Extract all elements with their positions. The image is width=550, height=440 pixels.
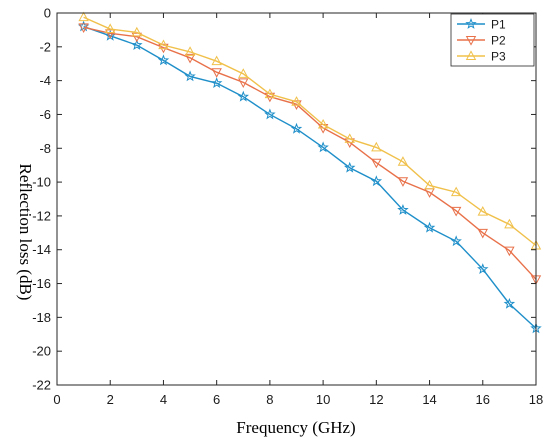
y-tick-label: -22 <box>32 378 51 393</box>
data-point <box>238 78 249 88</box>
x-tick-label: 12 <box>369 392 383 407</box>
x-tick-label: 4 <box>160 392 167 407</box>
y-tick-label: -16 <box>32 276 51 291</box>
y-tick-label: -14 <box>32 242 51 257</box>
data-point <box>184 53 196 64</box>
x-axis-label: Frequency (GHz) <box>236 418 355 437</box>
legend-item-p3: P3 <box>457 50 506 64</box>
legend-label: P1 <box>491 18 506 32</box>
data-point <box>370 175 383 187</box>
data-point <box>317 118 329 129</box>
legend-marker <box>465 17 477 29</box>
data-point <box>105 23 116 34</box>
series-layer <box>77 11 542 334</box>
data-point <box>237 90 250 102</box>
y-axis-label: Reflection loss (dB) <box>16 164 35 301</box>
legend-box <box>450 13 535 67</box>
x-tick-label: 18 <box>529 392 543 407</box>
data-point <box>397 203 409 215</box>
data-point <box>78 23 89 34</box>
data-point <box>477 228 488 239</box>
plot-area <box>57 13 536 385</box>
x-tick-label: 0 <box>53 392 60 407</box>
series-line-p2 <box>83 26 537 280</box>
x-tick-label: 14 <box>422 392 436 407</box>
data-point <box>371 141 382 152</box>
legend-label: P2 <box>491 34 506 48</box>
data-point <box>477 206 488 216</box>
data-point <box>503 297 516 309</box>
data-point <box>131 39 143 51</box>
x-tick-label: 8 <box>266 392 273 407</box>
data-point <box>504 218 515 229</box>
data-point <box>131 26 143 37</box>
legend: P1 P2 P3 <box>450 13 535 67</box>
data-point <box>157 54 170 66</box>
legend-item-p2: P2 <box>457 34 506 48</box>
data-point <box>344 133 355 143</box>
data-point <box>264 88 276 99</box>
data-point <box>184 46 196 56</box>
legend-marker <box>465 36 477 46</box>
y-tick-label: -6 <box>39 107 51 122</box>
legend-label: P3 <box>491 50 506 64</box>
plot-background <box>57 13 536 385</box>
series-p3 <box>78 11 542 250</box>
data-point <box>450 235 462 247</box>
plot-frame <box>56 12 537 386</box>
data-point <box>78 11 89 22</box>
data-point <box>450 186 462 197</box>
axes-layer <box>56 12 537 386</box>
x-tick-label: 2 <box>107 392 114 407</box>
y-tick-label: -8 <box>39 141 51 156</box>
data-point <box>211 68 222 78</box>
data-point <box>105 29 116 39</box>
data-point <box>423 221 436 233</box>
data-point <box>158 39 169 50</box>
data-point <box>397 177 409 187</box>
series-line-p1 <box>83 25 537 329</box>
x-tick-label: 16 <box>476 392 490 407</box>
data-point <box>397 156 409 166</box>
data-point <box>184 70 196 82</box>
y-tick-label: 0 <box>44 6 51 21</box>
data-point <box>238 68 249 78</box>
data-point <box>424 179 435 190</box>
data-point <box>477 263 489 275</box>
legend-marker <box>465 50 477 60</box>
y-tick-label: -18 <box>32 310 51 325</box>
series-p1 <box>77 20 542 334</box>
x-tick-label: 6 <box>213 392 220 407</box>
data-point <box>264 108 276 120</box>
data-point <box>290 122 303 134</box>
data-point <box>210 77 223 89</box>
y-tick-label: -12 <box>32 208 51 223</box>
ticks-layer: 0 2 4 6 8 10 12 14 16 18 0 -2 -4 -6 -8 -10 -12 -14 -16 -18 -… <box>32 6 543 408</box>
data-point <box>317 141 329 153</box>
y-tick-label: -20 <box>32 344 51 359</box>
data-point <box>450 206 462 217</box>
legend-item-p1: P1 <box>457 18 506 32</box>
y-tick-label: -10 <box>32 175 51 190</box>
data-point <box>291 96 302 106</box>
data-point <box>343 161 356 173</box>
y-tick-label: -4 <box>39 73 51 88</box>
data-point <box>211 55 222 66</box>
x-tick-label: 10 <box>316 392 330 407</box>
y-tick-label: -2 <box>39 39 51 54</box>
data-point <box>371 158 382 169</box>
data-point <box>504 246 515 257</box>
